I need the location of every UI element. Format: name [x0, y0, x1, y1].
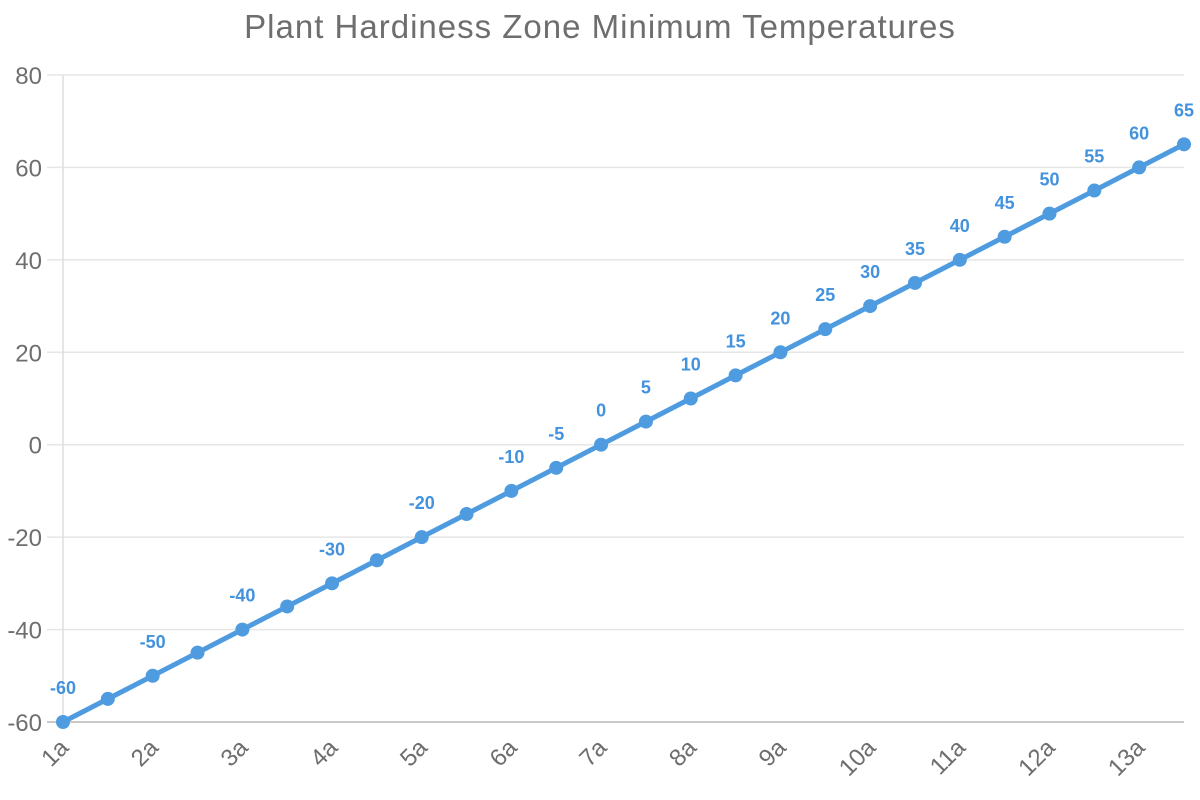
- data-point: [190, 645, 205, 660]
- x-tick-label: 5a: [395, 734, 433, 772]
- x-tick-label: 13a: [1103, 734, 1151, 782]
- data-point-label: -10: [498, 447, 524, 467]
- y-tick-label: -20: [7, 525, 42, 552]
- data-point-label: 40: [950, 216, 970, 236]
- x-tick-label: 6a: [485, 734, 523, 772]
- y-tick-label: 40: [15, 248, 42, 275]
- data-point: [773, 345, 788, 360]
- data-point: [100, 691, 115, 706]
- x-tick-label: 11a: [925, 734, 972, 781]
- data-point: [952, 252, 967, 267]
- x-tick-label: 1a: [36, 734, 74, 772]
- data-point-label: 50: [1039, 170, 1059, 190]
- data-point: [504, 483, 519, 498]
- data-point-label: -20: [409, 493, 435, 513]
- data-point: [907, 275, 922, 290]
- data-point-label: 60: [1129, 123, 1149, 143]
- chart-title: Plant Hardiness Zone Minimum Temperature…: [244, 8, 956, 45]
- data-point: [56, 715, 70, 729]
- data-point: [414, 530, 429, 545]
- x-tick-label: 2a: [126, 734, 164, 772]
- data-point-label: 55: [1084, 147, 1104, 167]
- data-point: [728, 368, 743, 383]
- data-point-label: 15: [726, 331, 746, 351]
- x-tick-label: 7a: [574, 734, 612, 772]
- y-tick-label: -40: [7, 618, 42, 645]
- data-point: [997, 229, 1012, 244]
- data-point-label: -40: [229, 586, 255, 606]
- data-point: [235, 622, 250, 637]
- x-tick-label: 4a: [305, 734, 343, 772]
- data-point-label: 25: [815, 285, 835, 305]
- data-point-label: -50: [140, 632, 166, 652]
- y-tick-label: 80: [15, 63, 42, 90]
- data-point-label: -30: [319, 539, 345, 559]
- y-tick-label: 20: [15, 340, 42, 367]
- y-tick-label: 60: [15, 155, 42, 182]
- data-point: [459, 507, 474, 522]
- x-tick-label: 10a: [834, 734, 882, 782]
- data-point: [549, 460, 564, 475]
- data-point: [280, 599, 295, 614]
- temperature-line-series: [60, 141, 1187, 725]
- data-point-label: 0: [596, 401, 606, 421]
- data-point: [638, 414, 653, 429]
- data-point-label: 65: [1174, 100, 1194, 120]
- x-tick-label: 3a: [216, 734, 254, 772]
- data-point: [1177, 137, 1191, 152]
- data-point-label: 10: [681, 355, 701, 375]
- data-point: [863, 299, 878, 314]
- data-point: [369, 553, 384, 568]
- data-point: [1087, 183, 1102, 198]
- data-point: [818, 322, 833, 337]
- data-point-label: -60: [50, 678, 76, 698]
- data-point: [683, 391, 698, 406]
- y-tick-label: 0: [29, 433, 42, 460]
- x-tick-label: 8a: [664, 734, 702, 772]
- data-point: [145, 668, 160, 683]
- data-point-label: 5: [641, 378, 651, 398]
- data-point-label: 35: [905, 239, 925, 259]
- data-point-label: 30: [860, 262, 880, 282]
- data-point-label: -5: [548, 424, 564, 444]
- x-tick-label: 12a: [1013, 734, 1061, 782]
- data-point-label: 45: [995, 193, 1015, 213]
- data-point: [1042, 206, 1057, 221]
- data-point: [1132, 160, 1147, 175]
- data-point-label: 20: [770, 308, 790, 328]
- x-tick-label: 9a: [754, 734, 792, 772]
- data-point: [325, 576, 340, 591]
- data-point: [594, 437, 609, 452]
- y-tick-label: -60: [7, 710, 42, 737]
